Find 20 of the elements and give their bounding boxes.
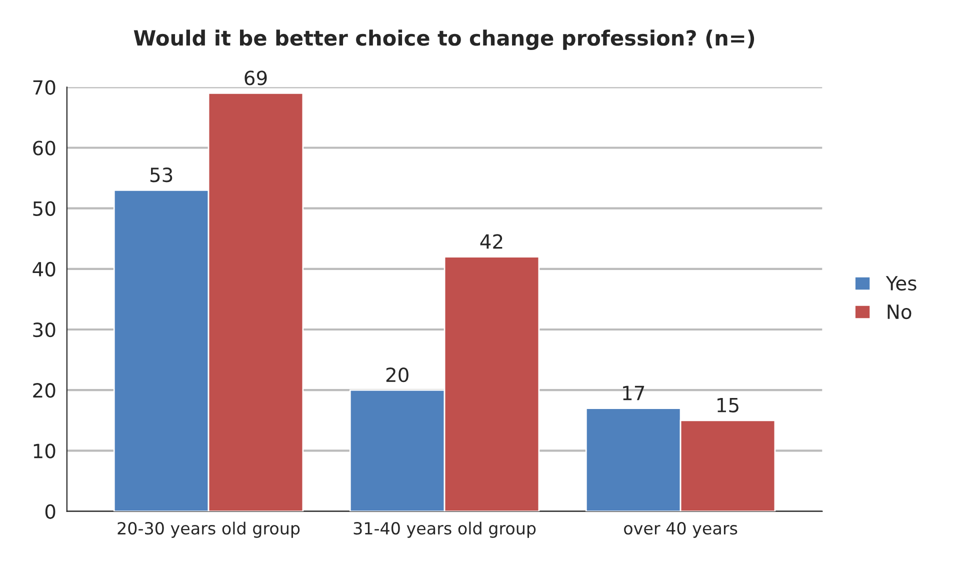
data-label: 69 (244, 70, 267, 86)
y-tick-label: 20 (33, 383, 56, 398)
y-tick-label: 30 (33, 322, 56, 338)
x-tick-label: 20-30 years old group (118, 522, 300, 538)
x-tick-label: over 40 years (624, 522, 738, 538)
y-tick-label: 0 (45, 504, 56, 519)
y-tick-label: 50 (33, 201, 56, 216)
chart-title: Would it be better choice to change profession? (n=) (134, 30, 754, 50)
data-label: 20 (386, 367, 408, 382)
legend-label: Yes (886, 276, 916, 291)
data-label: 53 (150, 168, 172, 182)
data-label: 15 (718, 398, 738, 412)
y-tick-label: 60 (33, 140, 56, 156)
y-tick-label: 10 (34, 444, 56, 458)
data-label: 42 (480, 234, 502, 249)
legend-label: No (888, 304, 912, 320)
y-tick-label: 70 (33, 80, 56, 95)
y-tick-label: 40 (32, 262, 56, 277)
data-label: 17 (623, 386, 644, 400)
x-tick-label: 31-40 years old group (354, 522, 536, 538)
